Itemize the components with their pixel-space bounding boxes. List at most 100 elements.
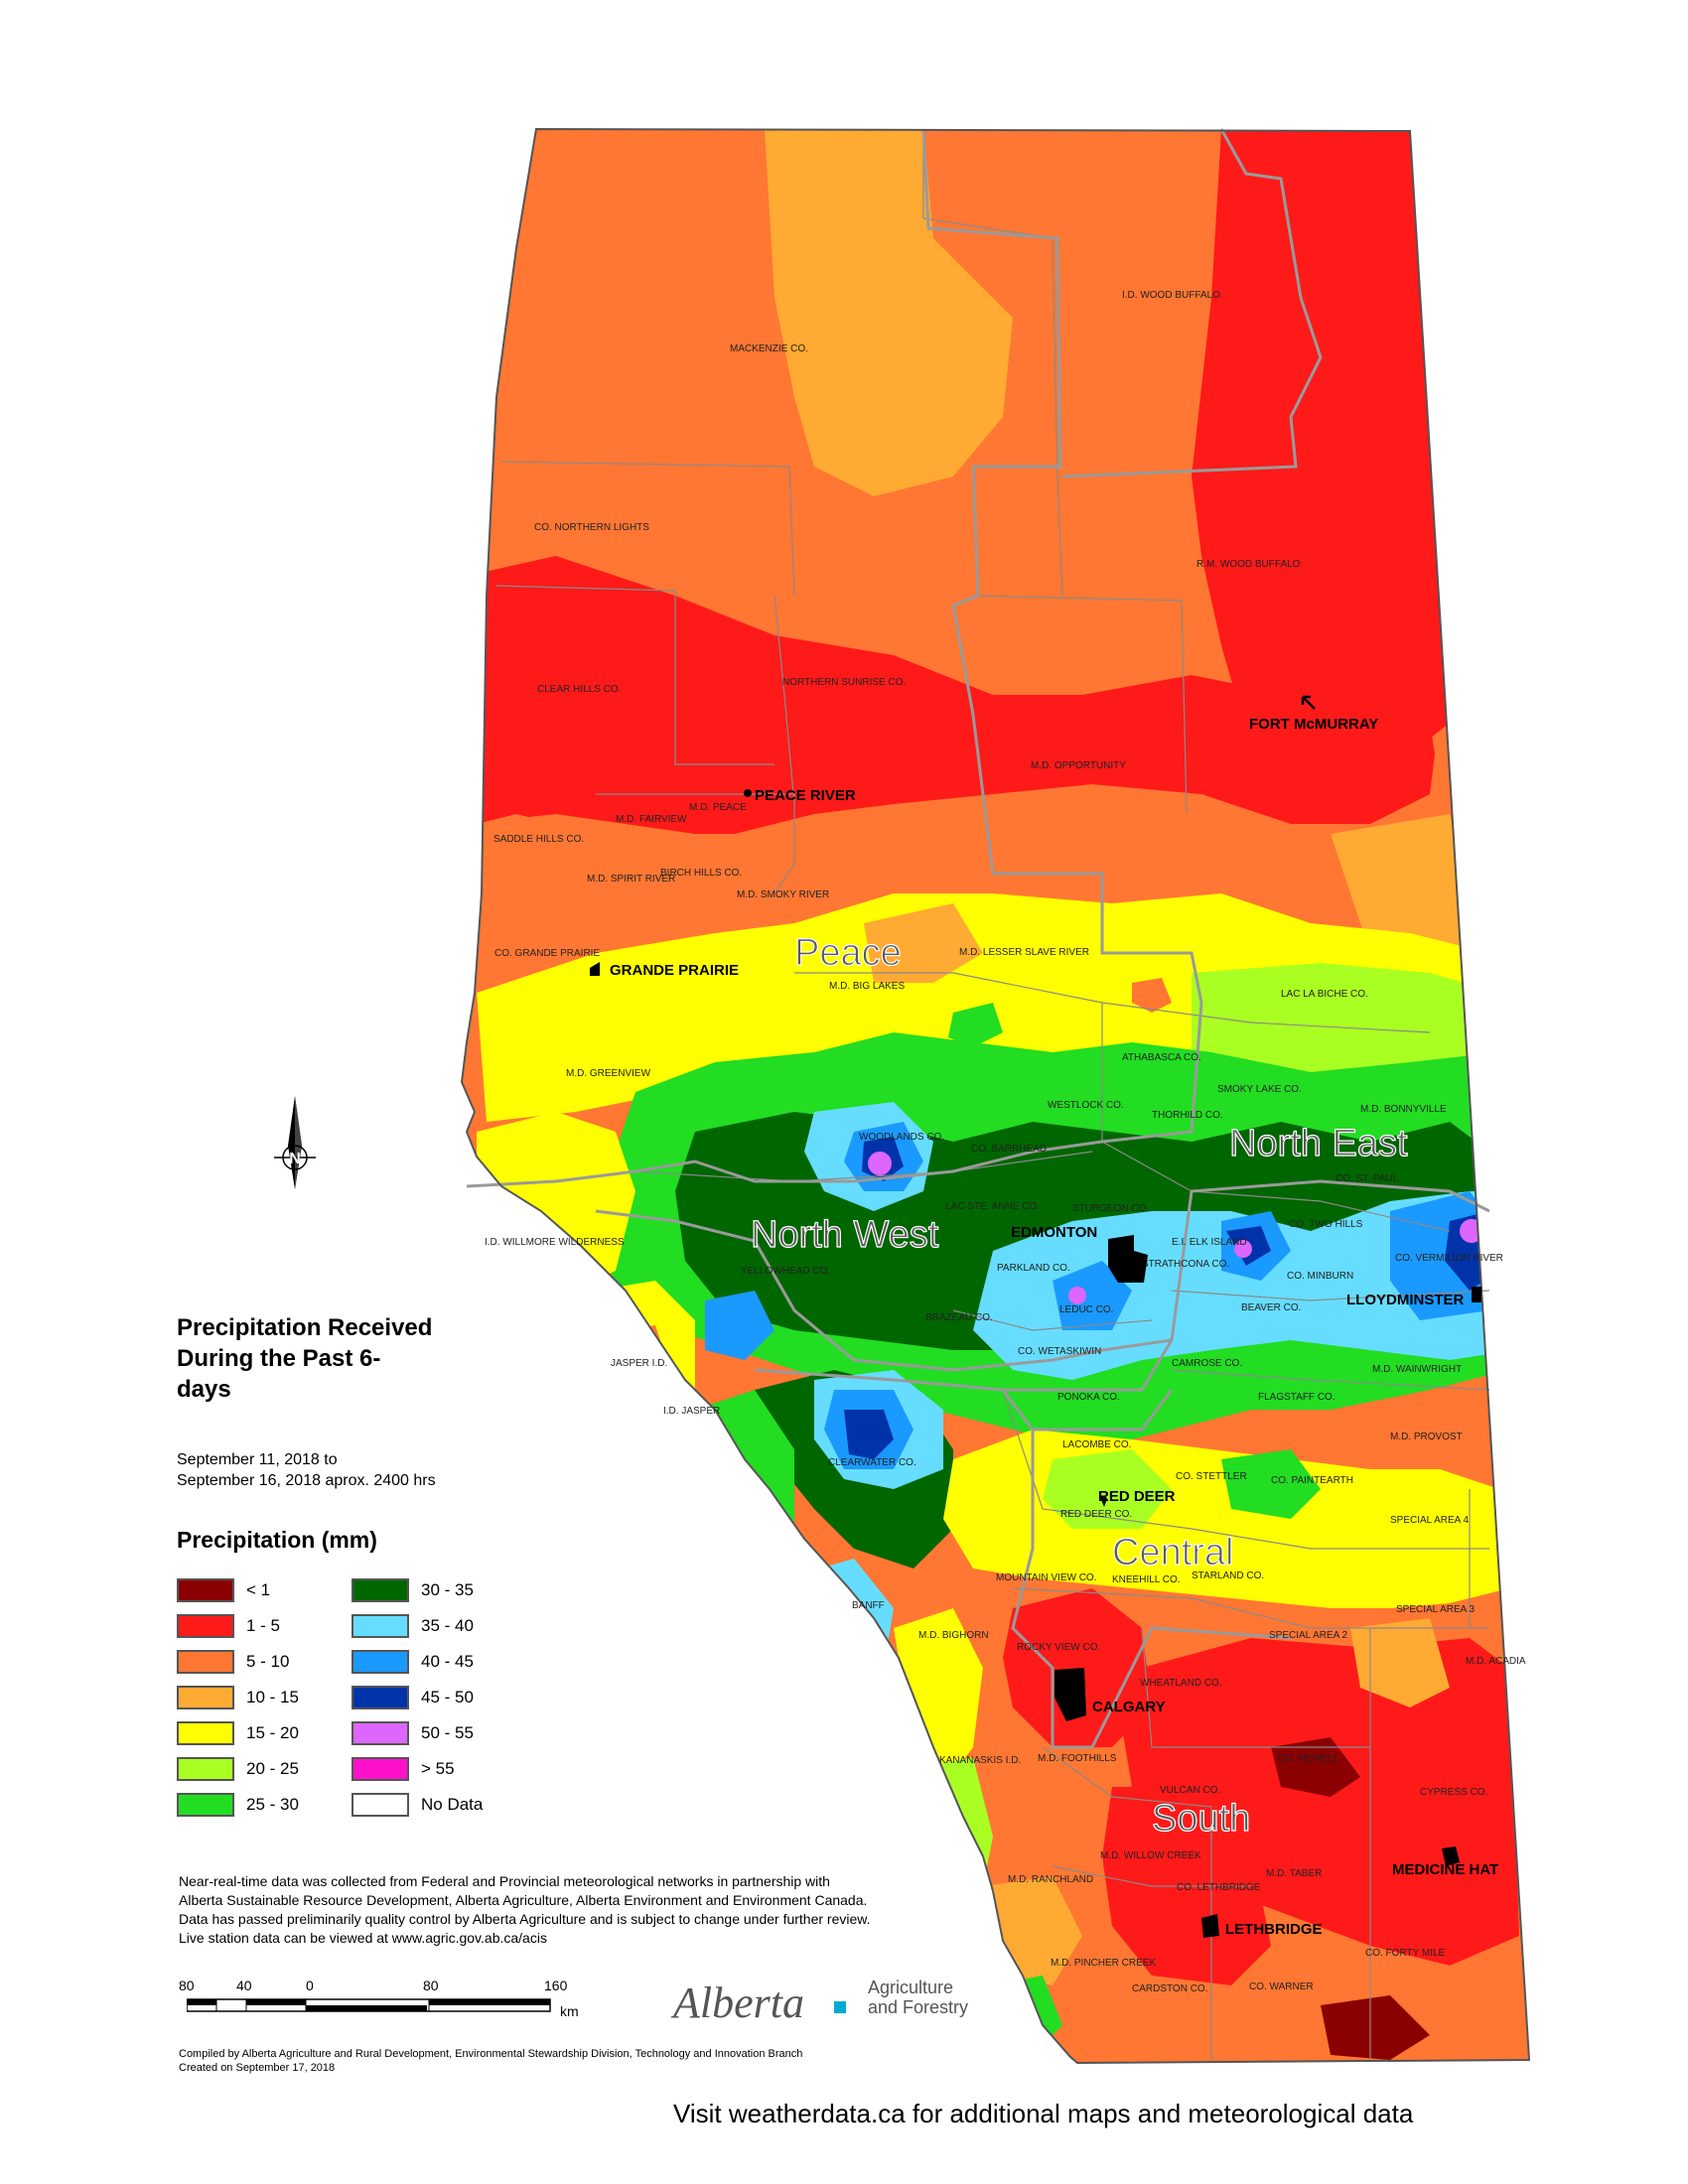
city-shape bbox=[590, 962, 600, 976]
logo-line2: and Forestry bbox=[868, 1997, 969, 2017]
legend-label: 30 - 35 bbox=[421, 1580, 474, 1599]
muni-label: JASPER I.D. bbox=[611, 1358, 667, 1369]
muni-label: BEAVER CO. bbox=[1241, 1302, 1301, 1313]
legend-swatch bbox=[352, 1614, 409, 1638]
muni-label: VULCAN CO. bbox=[1160, 1785, 1220, 1796]
legend-label: 35 - 40 bbox=[421, 1616, 474, 1635]
city-label-medicine-hat: MEDICINE HAT bbox=[1392, 1861, 1498, 1878]
legend-item: 1 - 5 bbox=[177, 1608, 299, 1644]
data-note: Near-real-time data was collected from F… bbox=[179, 1872, 993, 1948]
muni-label: SPECIAL AREA 2 bbox=[1269, 1630, 1348, 1641]
muni-label: CO. WARNER bbox=[1249, 1981, 1314, 1992]
city-shape bbox=[1442, 1846, 1460, 1866]
map-title: Precipitation Received During the Past 6… bbox=[177, 1314, 433, 1403]
muni-label: M.D. PROVOST bbox=[1390, 1432, 1463, 1442]
muni-label: CO. BARRHEAD bbox=[971, 1144, 1047, 1155]
legend-swatch bbox=[352, 1650, 409, 1674]
region-label-north-west: North West bbox=[751, 1214, 939, 1256]
muni-label: STURGEON CO. bbox=[1072, 1203, 1149, 1214]
muni-label: CLEAR HILLS CO. bbox=[537, 684, 621, 695]
legend-item: 35 - 40 bbox=[352, 1608, 483, 1644]
legend-label: 1 - 5 bbox=[246, 1616, 281, 1635]
legend-item: 30 - 35 bbox=[352, 1572, 483, 1608]
muni-label: I.D. WOOD BUFFALO bbox=[1122, 290, 1220, 301]
muni-label: M.D. BIGHORN bbox=[918, 1630, 989, 1641]
muni-label: CO. TWO HILLS bbox=[1289, 1219, 1363, 1230]
legend-item: 45 - 50 bbox=[352, 1680, 483, 1715]
credit-line: Compiled by Alberta Agriculture and Rura… bbox=[179, 2048, 803, 2060]
city-label-grande-prairie: GRANDE PRAIRIE bbox=[610, 962, 739, 979]
city-markers bbox=[590, 695, 1481, 1938]
legend-label: 50 - 55 bbox=[421, 1723, 474, 1742]
muni-label: M.D. LESSER SLAVE RIVER bbox=[959, 947, 1089, 958]
legend-swatch bbox=[177, 1757, 234, 1781]
legend-swatch bbox=[177, 1614, 234, 1638]
legend-label: 20 - 25 bbox=[246, 1759, 299, 1778]
region-boundaries bbox=[466, 128, 1490, 1749]
logo-wordmark: Alberta bbox=[673, 1979, 804, 2027]
legend-swatch bbox=[352, 1721, 409, 1745]
muni-label: CO. MINBURN bbox=[1287, 1271, 1353, 1282]
muni-label: YELLOWHEAD CO. bbox=[741, 1266, 830, 1277]
date-range: September 11, 2018 to September 16, 2018… bbox=[177, 1449, 534, 1491]
legend-label: 40 - 45 bbox=[421, 1652, 474, 1671]
muni-label: M.D. PEACE bbox=[689, 802, 747, 813]
legend-swatch bbox=[352, 1578, 409, 1602]
legend-swatch bbox=[177, 1793, 234, 1817]
legend-swatch bbox=[352, 1793, 409, 1817]
muni-label: M.D. GREENVIEW bbox=[566, 1068, 651, 1079]
legend-item: > 55 bbox=[352, 1751, 483, 1787]
muni-label: PONOKA CO. bbox=[1057, 1392, 1120, 1403]
muni-label: CO. VERMILION RIVER bbox=[1395, 1253, 1503, 1264]
legend-column-right: 30 - 35 35 - 40 40 - 45 45 - 50 50 - 55 > 55 N… bbox=[352, 1572, 483, 1823]
muni-label: BANFF bbox=[852, 1600, 885, 1611]
muni-label: CO. LETHBRIDGE bbox=[1177, 1882, 1261, 1893]
muni-label: M.D. FOOTHILLS bbox=[1038, 1753, 1117, 1764]
muni-label: CO. NORTHERN LIGHTS bbox=[534, 522, 649, 533]
scale-bar: 80 40 0 80 160 km bbox=[179, 1978, 596, 2027]
legend-item: 10 - 15 bbox=[177, 1680, 299, 1715]
legend-swatch bbox=[352, 1757, 409, 1781]
scale-tick: 40 bbox=[236, 1978, 252, 1993]
scale-tick: 160 bbox=[544, 1978, 568, 1993]
city-label-lloydminster: LLOYDMINSTER bbox=[1346, 1292, 1464, 1308]
muni-label: M.D. SPIRIT RIVER bbox=[587, 874, 675, 885]
muni-label: M.D. TABER bbox=[1266, 1868, 1322, 1879]
legend-label: < 1 bbox=[246, 1580, 271, 1599]
legend-item: < 1 bbox=[177, 1572, 299, 1608]
muni-label: CO. STETTLER bbox=[1176, 1471, 1247, 1482]
region-labels: Peace North West North East Central Sout… bbox=[750, 931, 1408, 1840]
city-shape bbox=[1108, 1235, 1148, 1283]
muni-label: E.I. ELK ISLAND bbox=[1172, 1237, 1247, 1248]
svg-text:N: N bbox=[289, 1151, 301, 1167]
legend-label: > 55 bbox=[421, 1759, 455, 1778]
legend-swatch bbox=[352, 1686, 409, 1709]
muni-label: M.D. ACADIA bbox=[1466, 1656, 1526, 1667]
muni-label: SADDLE HILLS CO. bbox=[493, 834, 584, 845]
muni-label: CO. GRANDE PRAIRIE bbox=[494, 948, 600, 959]
muni-label: M.D. OPPORTUNITY bbox=[1031, 760, 1126, 771]
city-shape bbox=[1201, 1914, 1219, 1938]
muni-label: M.D. RANCHLAND bbox=[1008, 1874, 1093, 1885]
region-label-central: Central bbox=[1112, 1532, 1234, 1573]
legend-item: 25 - 30 bbox=[177, 1787, 299, 1823]
muni-label: CO. NEWELL bbox=[1278, 1753, 1339, 1764]
city-label-fort-mcmurray: FORT McMURRAY bbox=[1249, 716, 1378, 733]
scale-tick: 80 bbox=[423, 1978, 439, 1993]
muni-label: PARKLAND CO. bbox=[997, 1263, 1070, 1274]
legend-label: 5 - 10 bbox=[246, 1652, 290, 1671]
footer-link[interactable]: Visit weatherdata.ca for additional maps… bbox=[673, 2099, 1414, 2128]
muni-label: M.D. PINCHER CREEK bbox=[1051, 1958, 1156, 1969]
muni-label: CARDSTON CO. bbox=[1132, 1983, 1208, 1994]
legend-swatch bbox=[177, 1721, 234, 1745]
legend-label: No Data bbox=[421, 1795, 484, 1814]
province-outline bbox=[460, 127, 1531, 2065]
muni-label: I.D. WILLMORE WILDERNESS bbox=[485, 1237, 625, 1248]
legend-item: 20 - 25 bbox=[177, 1751, 299, 1787]
alberta-logo: Alberta Agriculture and Forestry bbox=[673, 1978, 1011, 2027]
muni-label: MOUNTAIN VIEW CO. bbox=[996, 1572, 1096, 1583]
city-label-peace-river: PEACE RIVER bbox=[755, 787, 856, 804]
muni-label: M.D. WILLOW CREEK bbox=[1100, 1850, 1201, 1861]
scale-tick: 0 bbox=[306, 1978, 314, 1993]
